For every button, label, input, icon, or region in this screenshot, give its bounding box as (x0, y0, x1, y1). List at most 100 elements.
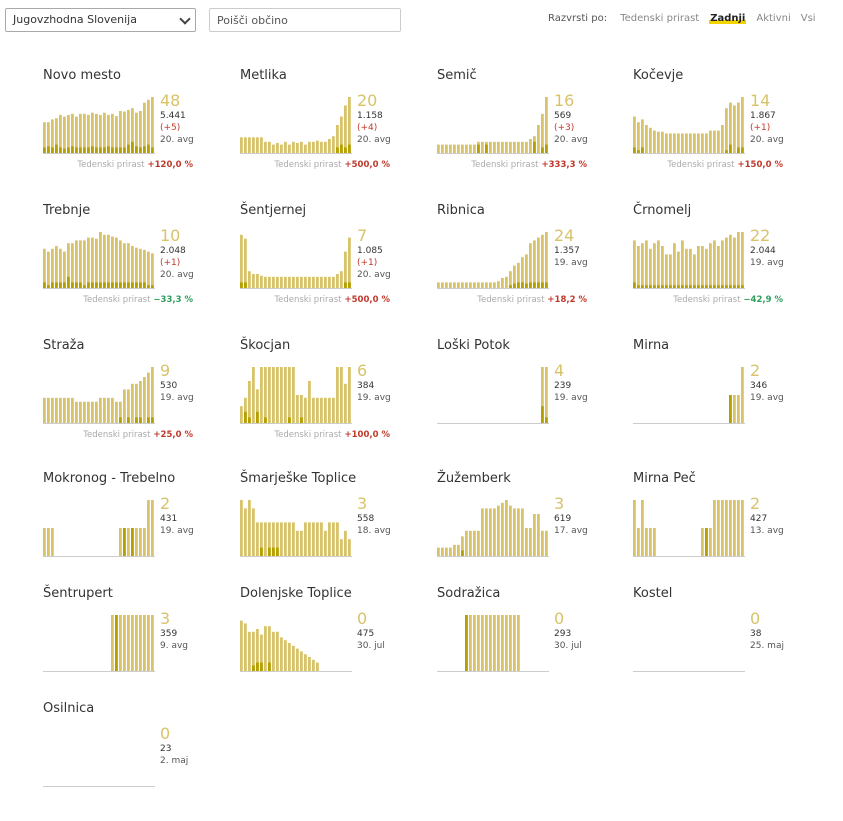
chart-bar (131, 246, 134, 288)
chart-bar (59, 248, 62, 288)
municipality-stats: 4 239 19. avg (554, 362, 624, 404)
municipality-card[interactable]: Mokronog - Trebelno 2 431 19. avg (43, 471, 233, 591)
chart-bar (59, 397, 62, 423)
active-count: 10 (160, 226, 181, 245)
chart-bar (147, 372, 150, 423)
municipality-card[interactable]: Sodražica 0 293 30. jul (437, 586, 627, 706)
bar-chart (43, 500, 155, 557)
chart-bar (661, 246, 664, 288)
chart-bar (264, 276, 267, 288)
sort-option-vsi[interactable]: Vsi (800, 13, 816, 24)
chart-bar (87, 114, 90, 153)
municipality-card[interactable]: Črnomelj 22 2.044 19. avg Tedenski prirast −4… (633, 203, 823, 323)
chart-bar-new (67, 276, 70, 288)
chart-bar-new (264, 417, 267, 423)
chart-bar (641, 500, 644, 556)
municipality-card[interactable]: Straža 9 530 19. avg Tedenski prirast +25,0 % (43, 338, 233, 458)
chart-bar (473, 615, 476, 671)
chart-bar (143, 249, 146, 288)
chart-bar-new (633, 282, 636, 288)
weekly-growth-value: +18,2 % (547, 295, 587, 305)
municipality-card[interactable]: Šentjernej 7 1.085 (+1) 20. avg Tedenski prir… (240, 203, 430, 323)
chart-bar-new (75, 147, 78, 153)
total-count: 346 (750, 381, 768, 391)
sort-option-tedenski-prirast[interactable]: Tedenski prirast (620, 13, 700, 24)
total-count: 384 (357, 381, 375, 391)
chart-bar (489, 615, 492, 671)
chart-bar (545, 367, 548, 423)
municipality-card[interactable]: Kostel 0 38 25. maj (633, 586, 823, 706)
chart-bar (83, 113, 86, 153)
municipality-name: Mirna Peč (633, 471, 696, 486)
active-count: 2 (750, 494, 761, 513)
chart-bar (689, 133, 692, 153)
chart-bar (501, 141, 504, 153)
chart-bar (248, 137, 251, 153)
sort-option-aktivni[interactable]: Aktivni (756, 13, 791, 24)
search-input[interactable] (209, 8, 401, 32)
municipality-stats: 2 427 13. avg (750, 495, 820, 537)
chart-bar (252, 137, 255, 153)
chart-bar-new (697, 285, 700, 288)
chart-bar (469, 615, 472, 671)
municipality-card[interactable]: Metlika 20 1.158 (+4) 20. avg Tedenski priras… (240, 68, 430, 188)
municipality-card[interactable]: Šentrupert 3 359 9. avg (43, 586, 233, 706)
municipality-card[interactable]: Mirna Peč 2 427 13. avg (633, 471, 823, 591)
municipality-card[interactable]: Škocjan 6 384 19. avg Tedenski prirast +100,0… (240, 338, 430, 458)
chart-bar (497, 615, 500, 671)
chart-bar-new (709, 285, 712, 288)
chart-bar (143, 615, 146, 671)
chart-bar (123, 111, 126, 153)
chart-bar (256, 522, 259, 556)
municipality-card[interactable]: Mirna 2 346 19. avg (633, 338, 823, 458)
chart-bar-new (83, 285, 86, 288)
chart-bar (55, 246, 58, 288)
municipality-card[interactable]: Kočevje 14 1.867 (+1) 20. avg Tedenski priras… (633, 68, 823, 188)
municipality-chart (633, 614, 745, 672)
chart-bar (457, 282, 460, 288)
chart-bar (525, 254, 528, 288)
bar-chart (633, 500, 745, 557)
municipality-card[interactable]: Ribnica 24 1.357 19. avg Tedenski prirast +18… (437, 203, 627, 323)
municipality-name: Šentrupert (43, 586, 113, 601)
chart-bar (733, 395, 736, 423)
chart-bar (489, 508, 492, 556)
chart-bar (513, 615, 516, 671)
sort-option-zadnji[interactable]: Zadnji (709, 13, 747, 24)
municipality-card[interactable]: Osilnica 0 23 2. maj (43, 701, 233, 821)
chart-bar-new (240, 282, 243, 288)
municipality-card[interactable]: Žužemberk 3 619 17. avg (437, 471, 627, 591)
municipality-card[interactable]: Novo mesto 48 5.441 (+5) 20. avg Tedenski pri… (43, 68, 233, 188)
chart-bar-new (737, 285, 740, 288)
chart-bar (119, 401, 122, 423)
chart-bar (55, 397, 58, 423)
chart-bar-new (513, 283, 516, 288)
total-count: 359 (160, 629, 178, 639)
chart-bar (244, 137, 247, 153)
municipality-chart (240, 366, 352, 424)
municipality-card[interactable]: Trebnje 10 2.048 (+1) 20. avg Tedenski priras… (43, 203, 233, 323)
municipality-card[interactable]: Semič 16 569 (+3) 20. avg Tedenski prirast +33… (437, 68, 627, 188)
last-date: 20. avg (554, 135, 588, 145)
chart-bar (51, 528, 54, 556)
total-count: 1.158 (357, 111, 383, 121)
chart-bar (264, 522, 267, 556)
chart-bar-new (256, 411, 259, 423)
municipality-card[interactable]: Dolenjske Toplice 0 475 30. jul (240, 586, 430, 706)
chart-bar (111, 397, 114, 423)
bar-chart (437, 500, 549, 557)
chart-bar-new (541, 406, 544, 423)
region-select[interactable]: Jugovzhodna Slovenija (5, 8, 196, 32)
municipality-card[interactable]: Loški Potok 4 239 19. avg (437, 338, 627, 458)
chart-bar (493, 141, 496, 153)
chart-bar-new (147, 285, 150, 288)
chart-bar (348, 539, 351, 556)
municipality-card[interactable]: Šmarješke Toplice 3 558 18. avg (240, 471, 430, 591)
chart-bar (469, 282, 472, 288)
chart-bar (71, 113, 74, 153)
municipality-stats: 0 293 30. jul (554, 610, 624, 652)
chart-bar (115, 116, 118, 153)
chart-bar-new (533, 282, 536, 288)
chart-bar (151, 367, 154, 423)
chart-bar (324, 530, 327, 556)
